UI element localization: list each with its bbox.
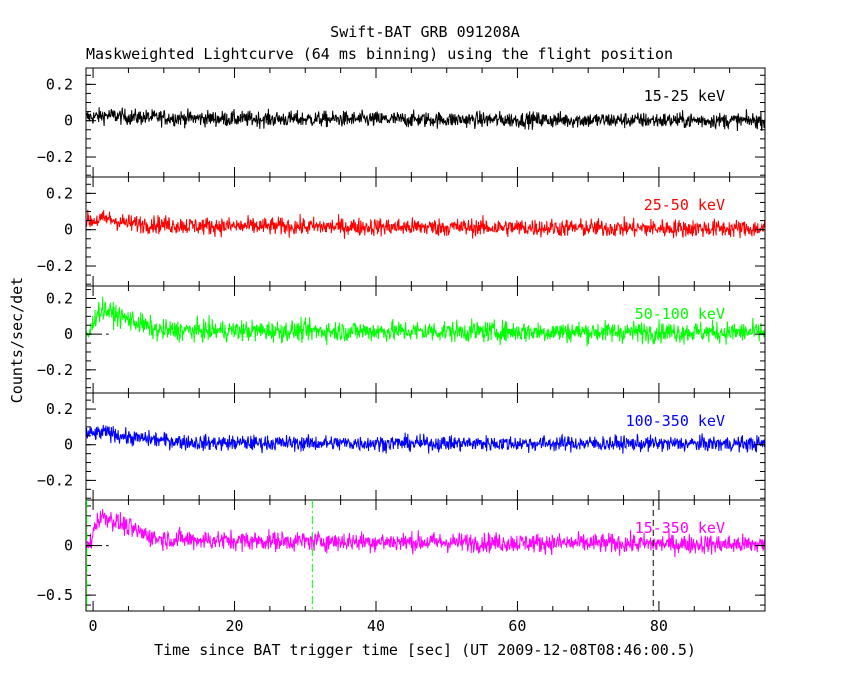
- y-tick-label: 0: [64, 112, 73, 130]
- y-tick-label: 0.2: [46, 400, 73, 418]
- chart-subtitle: Maskweighted Lightcurve (64 ms binning) …: [86, 45, 673, 63]
- lightcurve-series: [86, 296, 765, 347]
- x-tick-label: 80: [650, 617, 668, 635]
- vertical-markers: [86, 500, 654, 611]
- band-label: 25-50 keV: [644, 196, 725, 214]
- x-axis: 0 20 40 60 80: [89, 617, 668, 635]
- band-label: 15-350 keV: [635, 519, 725, 537]
- lightcurve-series: [86, 107, 765, 132]
- y-tick-label: −0.2: [37, 148, 73, 166]
- panel-15-350-kev: 0 −0.5 15-350 keV: [37, 499, 766, 612]
- panel-frame: [85, 285, 766, 394]
- x-axis-label: Time since BAT trigger time [sec] (UT 20…: [154, 641, 696, 659]
- panel-25-50-kev: 0.2 0 −0.2 25-50 keV: [37, 176, 766, 287]
- panel-100-350-kev: 0.2 0 −0.2 100-350 keV: [37, 392, 766, 501]
- band-label: 15-25 keV: [644, 87, 725, 105]
- y-tick-label: 0: [64, 221, 73, 239]
- y-tick-label: 0: [64, 537, 73, 555]
- y-tick-label: 0: [64, 325, 73, 343]
- y-tick-label: −0.2: [37, 471, 73, 489]
- y-tick-label: −0.2: [37, 257, 73, 275]
- lightcurve-series: [86, 509, 765, 558]
- band-label: 50-100 keV: [635, 305, 725, 323]
- y-tick-label: 0.2: [46, 289, 73, 307]
- x-tick-label: 0: [89, 617, 98, 635]
- y-tick-label: 0: [64, 436, 73, 454]
- panel-50-100-kev: 0.2 0 −0.2 50-100 keV: [37, 285, 766, 394]
- y-tick-label: 0.2: [46, 184, 73, 202]
- y-tick-label: −0.5: [37, 586, 73, 604]
- panel-frame: [85, 499, 766, 612]
- lightcurve-series: [86, 209, 765, 239]
- y-tick-label: −0.2: [37, 361, 73, 379]
- x-tick-label: 60: [508, 617, 526, 635]
- lightcurve-series: [86, 424, 765, 454]
- x-tick-label: 40: [367, 617, 385, 635]
- band-label: 100-350 keV: [626, 412, 725, 430]
- panel-15-25-kev: 0.2 0 −0.2 15-25 keV: [37, 67, 766, 178]
- y-axis-label: Counts/sec/det: [8, 277, 26, 403]
- x-tick-label: 20: [226, 617, 244, 635]
- y-tick-label: 0.2: [46, 75, 73, 93]
- panels-group: 0.2 0 −0.2 15-25 keV 0.2 0 −0.2 25-50 keV 0.2 0 −0…: [37, 67, 766, 612]
- chart-title: Swift-BAT GRB 091208A: [330, 23, 520, 41]
